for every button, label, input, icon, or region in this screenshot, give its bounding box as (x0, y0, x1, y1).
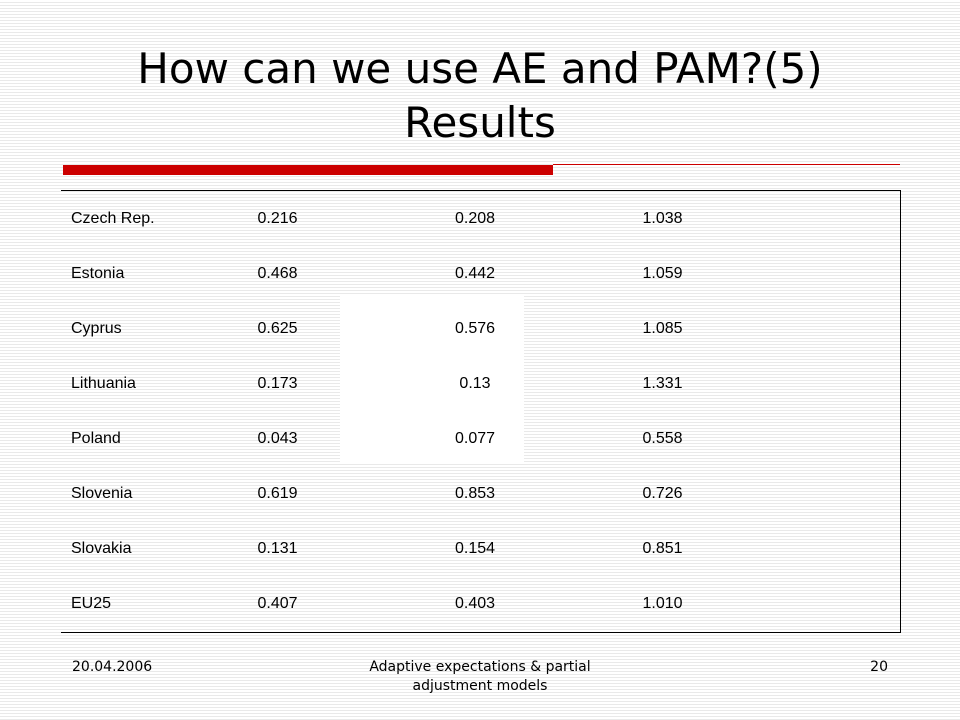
value-cell-3: 1.059 (642, 264, 683, 282)
empty-cell (751, 577, 901, 633)
results-table: Czech Rep. 0.216 0.208 1.038 Estonia 0.4… (61, 190, 901, 633)
value-cell-1: 0.407 (257, 595, 298, 613)
value-cell-2: 0.853 (454, 485, 496, 503)
table-white-patch (340, 296, 524, 462)
table-row: Slovakia 0.131 0.154 0.851 (61, 522, 901, 577)
footer-title-line-2: adjustment models (412, 678, 548, 694)
value-cell-3: 0.851 (642, 540, 683, 558)
value-cell-1: 0.619 (257, 485, 298, 503)
value-cell-3: 1.085 (642, 319, 683, 337)
table-row: Slovenia 0.619 0.853 0.726 (61, 467, 901, 522)
title-underline-rule (553, 164, 900, 165)
value-cell-3: 1.038 (642, 209, 683, 227)
value-cell-2: 0.077 (454, 430, 496, 447)
country-cell: Slovenia (71, 485, 133, 503)
empty-cell (751, 191, 901, 247)
table-row: Poland 0.043 0.077 0.558 (61, 411, 901, 466)
value-cell-2: 0.403 (454, 595, 496, 613)
value-cell-3: 1.331 (642, 374, 683, 392)
table-row: Czech Rep. 0.216 0.208 1.038 (61, 191, 901, 247)
slide-title: How can we use AE and PAM?(5) Results (40, 42, 920, 150)
country-cell: Poland (71, 430, 121, 447)
country-cell: Lithuania (71, 374, 136, 392)
value-cell-1: 0.216 (257, 209, 298, 227)
country-cell: Slovakia (71, 540, 132, 558)
value-cell-3: 1.010 (642, 595, 683, 613)
empty-cell (751, 522, 901, 577)
empty-cell (751, 246, 901, 301)
value-cell-2: 0.154 (454, 540, 496, 558)
table-row: Lithuania 0.173 0.13 1.331 (61, 356, 901, 411)
table-row: EU25 0.407 0.403 1.010 (61, 577, 901, 633)
empty-cell (751, 467, 901, 522)
value-cell-2: 0.13 (459, 374, 491, 392)
value-cell-2: 0.442 (454, 264, 496, 282)
value-cell-1: 0.625 (257, 319, 298, 337)
title-underline-bar (63, 165, 553, 175)
page-number: 20 (870, 659, 888, 675)
footer-date: 20.04.2006 (72, 659, 153, 675)
empty-cell (751, 356, 901, 411)
value-cell-1: 0.173 (257, 374, 298, 392)
slide-title-line-2: Results (404, 98, 556, 147)
value-cell-1: 0.468 (257, 264, 298, 282)
country-cell: Cyprus (71, 319, 122, 337)
table-row: Estonia 0.468 0.442 1.059 (61, 246, 901, 301)
footer-title: Adaptive expectations & partial adjustme… (330, 658, 630, 696)
value-cell-3: 0.726 (642, 485, 683, 503)
empty-cell (751, 301, 901, 356)
table-row: Cyprus 0.625 0.576 1.085 (61, 301, 901, 356)
value-cell-3: 0.558 (642, 430, 683, 447)
value-cell-2: 0.576 (454, 319, 496, 337)
value-cell-2: 0.208 (454, 209, 496, 227)
value-cell-1: 0.043 (257, 430, 298, 447)
footer-title-line-1: Adaptive expectations & partial (369, 659, 591, 675)
country-cell: EU25 (71, 595, 112, 613)
country-cell: Czech Rep. (71, 209, 155, 227)
country-cell: Estonia (71, 264, 125, 282)
empty-cell (751, 411, 901, 466)
value-cell-1: 0.131 (257, 540, 298, 558)
slide-title-line-1: How can we use AE and PAM?(5) (137, 44, 823, 93)
